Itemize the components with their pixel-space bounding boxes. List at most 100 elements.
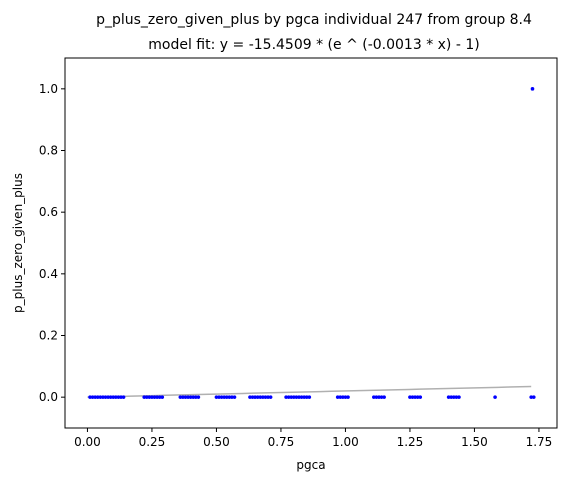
scatter-point bbox=[454, 395, 459, 399]
scatter-point bbox=[147, 395, 152, 399]
scatter-point bbox=[157, 395, 162, 399]
x-axis: 0.00 0.25 0.50 0.75 1.00 1.25 1.50 1.75 bbox=[74, 428, 552, 449]
scatter-point bbox=[160, 395, 165, 399]
scatter-point bbox=[446, 395, 451, 399]
scatter-point bbox=[304, 395, 309, 399]
x-tick-label: 1.50 bbox=[461, 435, 488, 449]
scatter-point bbox=[219, 395, 224, 399]
scatter-point bbox=[232, 395, 237, 399]
scatter-point bbox=[217, 395, 221, 399]
chart-subtitle: model fit: y = -15.4509 * (e ^ (-0.0013 … bbox=[148, 37, 479, 53]
scatter-point bbox=[194, 395, 198, 399]
scatter-point bbox=[255, 395, 260, 399]
scatter-point bbox=[374, 395, 379, 399]
scatter-point bbox=[142, 395, 147, 399]
x-tick-label: 1.00 bbox=[332, 435, 359, 449]
scatter-point bbox=[93, 395, 97, 399]
x-tick-label: 0.00 bbox=[74, 435, 101, 449]
scatter-point bbox=[284, 395, 288, 399]
scatter-point bbox=[493, 395, 497, 399]
scatter-point bbox=[531, 395, 536, 399]
scatter-point bbox=[253, 395, 257, 399]
scatter-point bbox=[408, 395, 412, 399]
scatter-point bbox=[297, 395, 301, 399]
scatter-point bbox=[196, 395, 201, 399]
scatter-point bbox=[227, 395, 232, 399]
x-tick-label: 0.50 bbox=[203, 435, 230, 449]
scatter-point bbox=[88, 395, 92, 399]
x-tick-label: 1.75 bbox=[526, 435, 553, 449]
scatter-point bbox=[266, 395, 270, 399]
scatter-point bbox=[155, 395, 159, 399]
x-tick-label: 0.25 bbox=[139, 435, 166, 449]
scatter-point bbox=[258, 395, 263, 399]
scatter-point bbox=[338, 395, 343, 399]
scatter-point bbox=[377, 395, 381, 399]
y-axis: 0.0 0.2 0.4 0.6 0.8 1.0 bbox=[39, 82, 65, 404]
y-tick-label: 1.0 bbox=[39, 82, 58, 96]
scatter-point bbox=[188, 395, 193, 399]
scatter-point bbox=[108, 395, 113, 399]
y-tick-label: 0.4 bbox=[39, 267, 58, 281]
scatter-points bbox=[88, 87, 536, 399]
scatter-point bbox=[152, 395, 157, 399]
scatter-point bbox=[121, 395, 126, 399]
scatter-point bbox=[343, 395, 348, 399]
scatter-point bbox=[261, 395, 265, 399]
scatter-point bbox=[382, 395, 386, 399]
scatter-point bbox=[90, 395, 95, 399]
x-tick-label: 1.25 bbox=[397, 435, 424, 449]
scatter-point bbox=[335, 395, 340, 399]
scatter-point bbox=[289, 395, 294, 399]
scatter-point bbox=[98, 395, 103, 399]
scatter-point bbox=[263, 395, 268, 399]
scatter-point bbox=[114, 395, 118, 399]
scatter-point bbox=[119, 395, 123, 399]
fit-line bbox=[87, 385, 532, 398]
scatter-point bbox=[248, 395, 252, 399]
scatter-point bbox=[95, 395, 100, 399]
scatter-point bbox=[530, 87, 535, 91]
scatter-point bbox=[415, 395, 420, 399]
scatter-point bbox=[410, 395, 415, 399]
scatter-point bbox=[372, 395, 376, 399]
scatter-point bbox=[181, 395, 185, 399]
scatter-point bbox=[413, 395, 417, 399]
scatter-point bbox=[214, 395, 219, 399]
scatter-point bbox=[268, 395, 273, 399]
scatter-point bbox=[111, 395, 116, 399]
x-tick-label: 0.75 bbox=[268, 435, 295, 449]
chart-title: p_plus_zero_given_plus by pgca individua… bbox=[96, 12, 532, 28]
scatter-point bbox=[230, 395, 234, 399]
scatter-point bbox=[529, 395, 533, 399]
scatter-point bbox=[186, 395, 190, 399]
y-axis-label: p_plus_zero_given_plus bbox=[11, 173, 25, 313]
scatter-point bbox=[183, 395, 188, 399]
y-tick-label: 0.2 bbox=[39, 329, 58, 343]
scatter-point bbox=[292, 395, 296, 399]
scatter-point bbox=[294, 395, 299, 399]
scatter-point bbox=[418, 395, 423, 399]
y-tick-label: 0.6 bbox=[39, 205, 58, 219]
scatter-point bbox=[286, 395, 291, 399]
scatter-point bbox=[346, 395, 350, 399]
plot-frame bbox=[64, 57, 558, 429]
scatter-point bbox=[103, 395, 108, 399]
scatter-point bbox=[452, 395, 456, 399]
scatter-point bbox=[116, 395, 121, 399]
scatter-point bbox=[144, 395, 149, 399]
scatter-point bbox=[101, 395, 105, 399]
scatter-point bbox=[449, 395, 454, 399]
scatter-point bbox=[178, 395, 183, 399]
y-tick-label: 0.8 bbox=[39, 144, 58, 158]
scatter-point bbox=[222, 395, 226, 399]
scatter-point bbox=[224, 395, 229, 399]
scatter-point bbox=[307, 395, 312, 399]
y-tick-label: 0.0 bbox=[39, 390, 58, 404]
scatter-point bbox=[302, 395, 306, 399]
scatter-point bbox=[106, 395, 110, 399]
scatter-point bbox=[150, 395, 154, 399]
scatter-point bbox=[341, 395, 345, 399]
x-axis-label: pgca bbox=[296, 458, 325, 472]
